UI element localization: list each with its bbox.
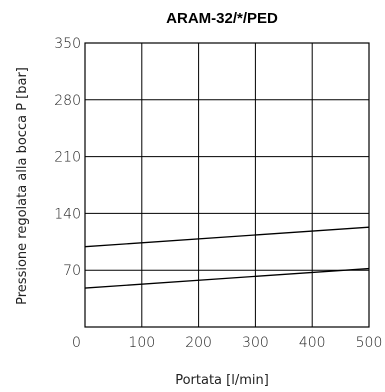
x-tick-label: 0 [72,335,81,351]
x-tick-label: 200 [185,335,212,351]
x-tick-label: 100 [128,335,155,351]
y-tick-label: 350 [54,36,81,52]
x-axis-label: Portata [l/min] [175,373,269,388]
x-tick-label: 500 [356,335,383,351]
y-tick-label: 210 [54,150,81,166]
chart-title: ARAM-32/*/PED [166,10,278,27]
y-tick-labels: 350 280 210 140 70 [54,36,81,279]
y-axis-label: Pressione regolata alla bocca P [bar] [15,67,30,305]
x-tick-label: 400 [299,335,326,351]
plot-frame [84,42,370,328]
y-tick-label: 140 [54,206,81,222]
y-tick-label: 70 [63,263,81,279]
x-tick-labels: 0 100 200 300 400 500 [72,335,382,351]
series-line-2 [84,267,370,289]
x-tick-label: 300 [242,335,269,351]
grid [85,43,369,327]
y-tick-label: 280 [54,93,81,109]
series-line-1 [84,226,370,248]
series-lines [84,226,370,289]
